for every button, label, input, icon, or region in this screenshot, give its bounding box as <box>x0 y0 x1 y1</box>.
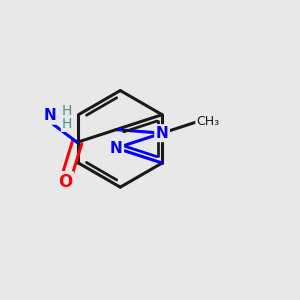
Text: H: H <box>61 104 72 118</box>
Text: N: N <box>110 141 122 156</box>
Text: H: H <box>61 117 72 131</box>
Text: O: O <box>58 172 72 190</box>
Text: CH₃: CH₃ <box>196 116 220 128</box>
Text: N: N <box>156 126 169 141</box>
Text: N: N <box>44 108 56 123</box>
